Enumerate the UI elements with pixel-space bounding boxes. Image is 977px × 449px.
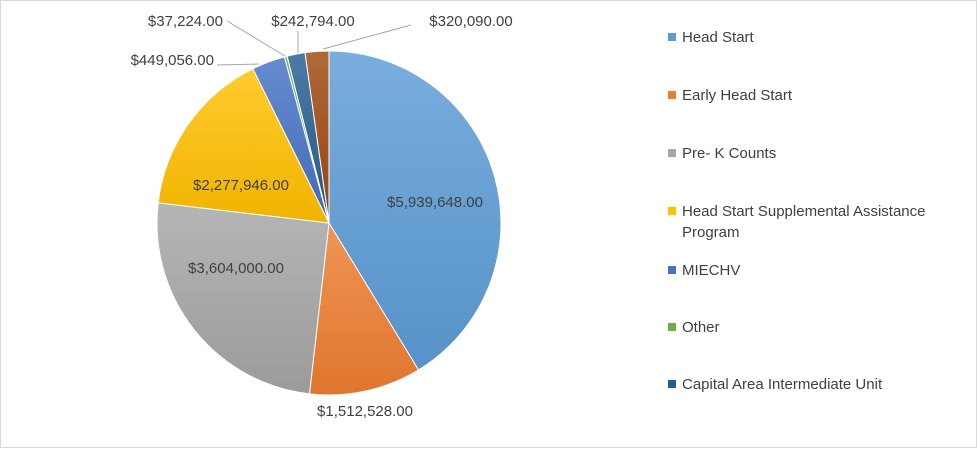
data-label-capital-area-iu: $242,794.00 (271, 13, 354, 30)
data-label-hs-supplemental: $2,277,946.00 (193, 177, 289, 194)
pie-slice-hs-supplemental (157, 68, 330, 224)
data-label-head-start: $5,939,648.00 (387, 194, 483, 211)
pie-slice-early-head-start (308, 221, 420, 396)
leader-line-other (226, 20, 291, 60)
legend-label: Head Start Supplemental Assistance Progr… (682, 203, 926, 241)
legend-label: Early Head Start (682, 87, 793, 104)
leader-lines (216, 20, 412, 66)
legend-item-early-head-start: Early Head Start (667, 85, 792, 106)
legend-swatch (668, 33, 676, 41)
data-label-pre-k-counts: $3,604,000.00 (188, 260, 284, 277)
legend-item-miechv: MIECHV (667, 260, 740, 281)
pie-slice-pre-k-counts (156, 202, 330, 395)
legend-swatch (668, 91, 676, 99)
data-labels: $5,939,648.00 $1,512,528.00 $3,604,000.00 $… (131, 13, 513, 420)
legend-label: Head Start (682, 29, 754, 46)
legend-swatch (668, 207, 676, 215)
legend-item-pre-k-counts: Pre- K Counts (667, 143, 776, 164)
legend-label: Capital Area Intermediate Unit (682, 376, 883, 393)
legend-label: Pre- K Counts (682, 145, 777, 162)
legend-label: Other (682, 319, 720, 336)
pie-slice-head-start (328, 50, 502, 371)
legend-swatch (668, 266, 676, 274)
data-label-miechv: $449,056.00 (131, 52, 214, 69)
legend-item-other: Other (667, 317, 720, 338)
pie-slice-unlabeled-eighth (304, 50, 330, 224)
data-label-early-head-start: $1,512,528.00 (317, 403, 413, 420)
legend-swatch (668, 323, 676, 331)
data-label-other: $37,224.00 (148, 13, 223, 30)
legend-swatch (668, 380, 676, 388)
legend-item-head-start: Head Start (667, 27, 754, 48)
leader-line-unlabeled-eighth (322, 24, 412, 50)
legend-item-capital-area-iu: Capital Area Intermediate Unit (667, 374, 882, 395)
legend-swatch (668, 149, 676, 157)
legend-item-hs-supplemental: Head Start Supplemental Assistance Progr… (667, 201, 972, 243)
legend-label: MIECHV (682, 262, 741, 279)
data-label-unlabeled-eighth: $320,090.00 (429, 13, 512, 30)
leader-line-miechv (216, 63, 260, 66)
pie-slices (156, 50, 502, 396)
